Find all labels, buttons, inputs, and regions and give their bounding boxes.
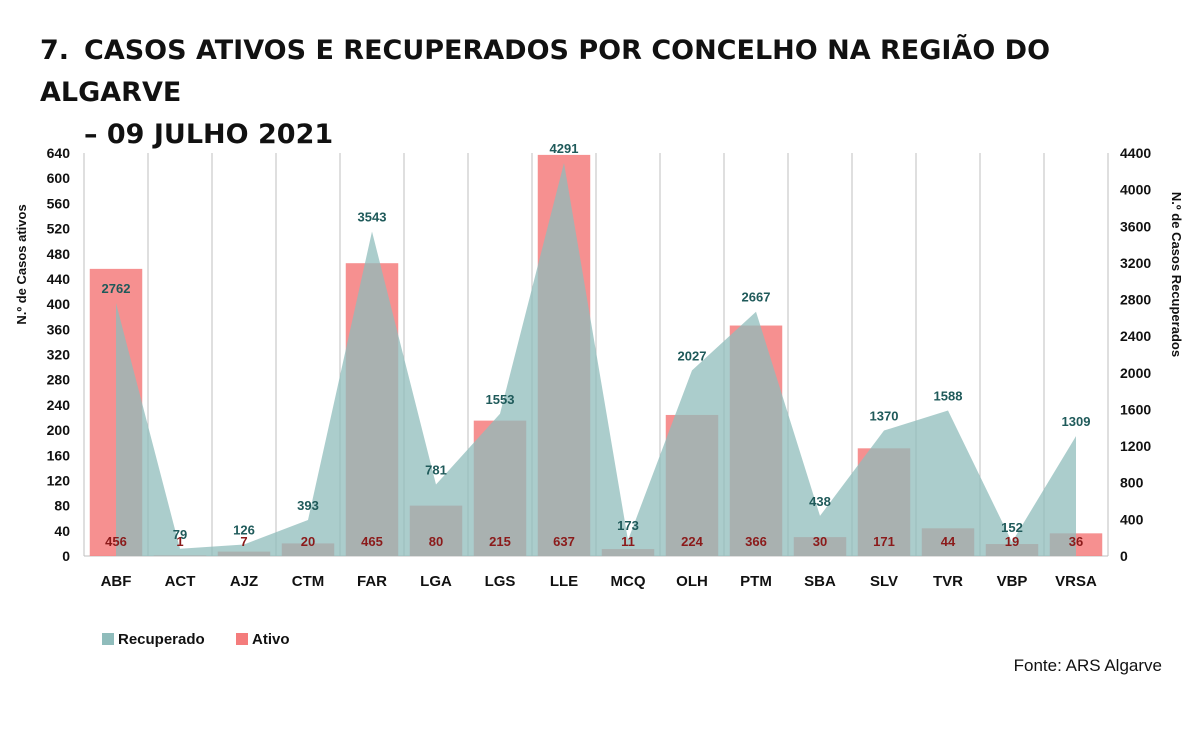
legend-label-ativo: Ativo [252, 631, 290, 648]
y-right-tick-label: 2000 [1120, 365, 1151, 381]
x-tick-label: LLE [550, 573, 578, 590]
x-tick-label: CTM [292, 573, 325, 590]
y-right-tick-label: 2400 [1120, 328, 1151, 344]
data-label-ativo: 11 [621, 534, 635, 549]
data-label-ativo: 171 [873, 534, 895, 549]
y-left-tick-label: 40 [54, 523, 70, 539]
data-label-ativo: 7 [240, 534, 247, 549]
y-left-tick-label: 600 [47, 170, 71, 186]
y-right-tick-label: 2800 [1120, 292, 1151, 308]
y-left-tick-label: 640 [47, 145, 71, 161]
x-tick-label: VBP [997, 573, 1028, 590]
x-tick-label: PTM [740, 573, 772, 590]
title-number: 7. [40, 35, 70, 66]
data-label-recuperado: 1553 [486, 392, 515, 407]
legend-swatch-recuperado [102, 633, 114, 645]
y-left-tick-label: 160 [47, 447, 71, 463]
y-left-tick-label: 80 [54, 498, 70, 514]
data-label-recuperado: 781 [425, 462, 447, 477]
page-title: 7. CASOS ATIVOS E RECUPERADOS POR CONCELH… [40, 30, 1180, 156]
x-tick-label: OLH [676, 573, 708, 590]
y-right-tick-label: 3200 [1120, 255, 1151, 271]
y-left-tick-label: 240 [47, 397, 71, 413]
data-label-recuperado: 79 [173, 527, 187, 542]
source-note: Fonte: ARS Algarve [1013, 656, 1162, 675]
combo-chart: 0408012016020024028032036040044048052056… [14, 141, 1184, 648]
y-left-tick-label: 560 [47, 195, 71, 211]
data-label-ativo: 19 [1005, 534, 1019, 549]
data-label-recuperado: 4291 [550, 141, 579, 156]
data-label-ativo: 456 [105, 534, 127, 549]
legend-label-recuperado: Recuperado [118, 631, 205, 648]
y-right-axis-title: N.º de Casos Recuperados [1169, 192, 1184, 357]
y-right-tick-label: 0 [1120, 548, 1128, 564]
y-left-tick-label: 200 [47, 422, 71, 438]
data-label-recuperado: 1588 [934, 389, 963, 404]
data-label-ativo: 465 [361, 534, 383, 549]
data-label-recuperado: 2667 [742, 290, 771, 305]
y-left-axis-title: N.º de Casos ativos [14, 204, 29, 324]
data-label-recuperado: 173 [617, 518, 639, 533]
x-tick-label: MCQ [611, 573, 646, 590]
y-right-tick-label: 1600 [1120, 401, 1151, 417]
y-right-tick-label: 4400 [1120, 145, 1151, 161]
y-left-tick-label: 320 [47, 347, 71, 363]
data-label-ativo: 1 [176, 534, 183, 549]
data-label-recuperado: 1309 [1062, 414, 1091, 429]
data-label-recuperado: 2027 [678, 348, 707, 363]
y-left-tick-label: 0 [62, 548, 70, 564]
data-label-ativo: 30 [813, 534, 827, 549]
x-tick-label: SBA [804, 573, 836, 590]
y-left-tick-label: 120 [47, 472, 71, 488]
data-label-ativo: 44 [941, 534, 956, 549]
data-label-ativo: 20 [301, 534, 315, 549]
y-left-tick-label: 400 [47, 296, 71, 312]
data-label-ativo: 637 [553, 534, 575, 549]
y-right-tick-label: 1200 [1120, 438, 1151, 454]
x-tick-label: LGA [420, 573, 452, 590]
y-right-tick-label: 400 [1120, 511, 1144, 527]
y-right-tick-label: 800 [1120, 475, 1144, 491]
x-tick-label: AJZ [230, 573, 258, 590]
x-tick-label: FAR [357, 573, 387, 590]
data-label-recuperado: 393 [297, 498, 319, 513]
data-label-ativo: 366 [745, 534, 767, 549]
x-tick-label: ABF [101, 573, 132, 590]
data-label-recuperado: 2762 [102, 281, 131, 296]
data-label-ativo: 80 [429, 534, 443, 549]
y-left-tick-label: 360 [47, 321, 71, 337]
legend-swatch-ativo [236, 633, 248, 645]
y-right-tick-label: 3600 [1120, 218, 1151, 234]
x-tick-label: SLV [870, 573, 898, 590]
area-recuperado [116, 162, 1076, 557]
data-label-ativo: 215 [489, 534, 511, 549]
data-label-recuperado: 3543 [358, 209, 387, 224]
title-line-2: – 09 JULHO 2021 [84, 119, 334, 150]
y-left-tick-label: 480 [47, 246, 71, 262]
y-right-tick-label: 4000 [1120, 182, 1151, 198]
x-tick-label: LGS [485, 573, 516, 590]
y-left-tick-label: 280 [47, 372, 71, 388]
data-label-ativo: 36 [1069, 534, 1083, 549]
data-label-recuperado: 438 [809, 494, 831, 509]
title-line-1: CASOS ATIVOS E RECUPERADOS POR CONCELHO … [40, 35, 1051, 108]
y-left-tick-label: 440 [47, 271, 71, 287]
data-label-ativo: 224 [681, 534, 703, 549]
x-tick-label: ACT [165, 573, 196, 590]
y-left-tick-label: 520 [47, 221, 71, 237]
data-label-recuperado: 126 [233, 522, 255, 537]
x-tick-label: TVR [933, 573, 963, 590]
x-tick-label: VRSA [1055, 573, 1097, 590]
data-label-recuperado: 152 [1001, 520, 1023, 535]
data-label-recuperado: 1370 [870, 409, 899, 424]
